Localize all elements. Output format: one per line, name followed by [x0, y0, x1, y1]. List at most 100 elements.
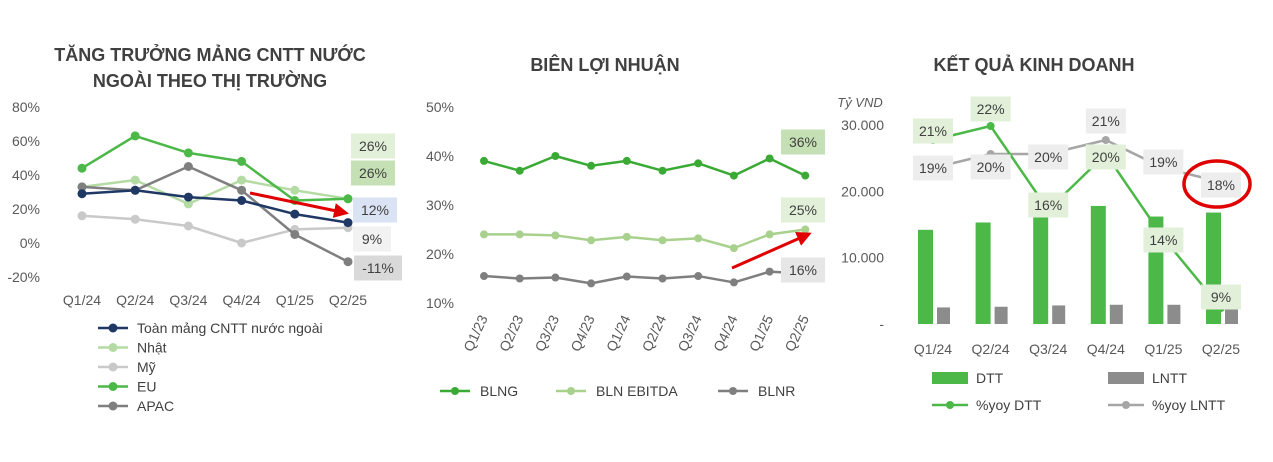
- chart1-legend-marker-1: [108, 343, 118, 352]
- chart1-legend-marker-0: [108, 323, 118, 333]
- chart1-point: [77, 182, 87, 192]
- chart1-end-label-0: 12%: [353, 197, 397, 223]
- chart2-end-label-1-box: [781, 197, 825, 223]
- chart1-point: [183, 148, 193, 158]
- chart3-bar-lntt: [994, 306, 1008, 324]
- chart2-end-label-1-text: 25%: [789, 202, 817, 218]
- chart2-end-label-0-text: 36%: [789, 134, 817, 150]
- chart2-point: [587, 236, 596, 245]
- chart3-highlight-circle: [1182, 159, 1252, 209]
- chart1-point: [290, 230, 300, 239]
- chart3-lntt-label-3: 21%: [1085, 108, 1126, 134]
- chart3-lntt-label-4-box: [1143, 149, 1184, 175]
- chart1-end-label-2-box: [353, 226, 391, 252]
- chart2-point: [729, 278, 738, 287]
- chart1-point: [237, 156, 247, 166]
- chart1-point: [290, 209, 300, 219]
- chart2-trend-arrow: [731, 231, 812, 270]
- chart1-end-label-3: 26%: [351, 160, 395, 186]
- chart1-end-label-2-text: 9%: [362, 231, 382, 247]
- chart2-series-line-1: [484, 228, 806, 250]
- chart1-point: [183, 221, 193, 231]
- chart1-legend-marker-4: [108, 401, 118, 411]
- chart3-legend-label-0: DTT: [976, 370, 1004, 386]
- chart1-xtick: Q2/24: [116, 292, 154, 308]
- chart3-legend-marker-2: [946, 401, 954, 409]
- chart3-lntt-label-4: 19%: [1143, 149, 1184, 175]
- chart2-point: [551, 152, 560, 160]
- chart1-end-label-0-text: 12%: [361, 202, 389, 218]
- chart1-legend-label-4: APAC: [137, 398, 174, 414]
- chart1-point: [237, 185, 247, 195]
- chart2-point: [765, 230, 774, 239]
- chart3-xtick: Q1/25: [1144, 341, 1182, 357]
- chart1-ytick: 40%: [12, 167, 40, 183]
- chart2-point: [622, 272, 631, 281]
- chart1-end-label-3-box: [351, 160, 395, 186]
- chart1-xtick: Q1/25: [276, 292, 314, 308]
- chart3-dtt-label-2-text: 16%: [1034, 197, 1062, 213]
- chart2-ytick: 40%: [426, 148, 454, 164]
- chart3-dtt-label-4: 14%: [1143, 227, 1184, 253]
- chart3-legend-swatch-1: [1108, 372, 1144, 384]
- chart2-legend-label-1: BLN EBITDA: [596, 383, 678, 399]
- chart1-point: [130, 214, 140, 224]
- chart3-lntt-label-1-box: [970, 154, 1011, 180]
- chart2-xtick: Q2/25: [781, 312, 812, 354]
- chart2-point: [658, 274, 667, 283]
- chart1-end-label-4-text: -11%: [362, 260, 394, 276]
- chart1-end-label-4-box: [354, 255, 402, 281]
- chart2-xtick: Q1/25: [746, 312, 777, 354]
- chart1-ytick: 0%: [20, 235, 40, 251]
- chart3-dtt-label-1: 22%: [970, 96, 1011, 122]
- chart1-point: [343, 194, 353, 204]
- chart2-point: [622, 156, 631, 165]
- chart1-end-label-1-box: [351, 133, 395, 159]
- chart3-unit-label: Tỷ VND: [837, 95, 883, 110]
- chart1-point: [237, 175, 247, 185]
- chart1-point: [183, 192, 193, 202]
- chart3-bar-lntt: [1109, 304, 1123, 324]
- chart3-dtt-label-0-text: 21%: [919, 123, 947, 139]
- chart1-trend-arrow: [249, 191, 349, 218]
- chart2-end-label-2-box: [781, 257, 825, 283]
- chart2-point: [694, 272, 703, 281]
- chart1-title-line1: TĂNG TRƯỞNG MẢNG CNTT NƯỚC: [54, 44, 366, 65]
- chart3-lntt-label-3-text: 21%: [1092, 113, 1120, 129]
- chart1-series-line-1: [81, 178, 349, 206]
- chart3-dtt-label-1-box: [970, 96, 1011, 122]
- chart2-xtick: Q2/23: [496, 312, 527, 354]
- chart1-xtick: Q2/25: [329, 292, 367, 308]
- chart2-ytick: 30%: [426, 197, 454, 213]
- chart1-legend-marker-2: [108, 362, 118, 372]
- chart3-point: [986, 122, 995, 130]
- chart2-end-label-1: 25%: [781, 197, 825, 223]
- chart3-lntt-label-4-text: 19%: [1149, 154, 1177, 170]
- chart3-lntt-label-5-text: 18%: [1207, 177, 1235, 193]
- chart2-point: [551, 273, 560, 282]
- chart3-dtt-label-5-box: [1201, 284, 1241, 310]
- chart1-xtick: Q3/24: [169, 292, 207, 308]
- chart2-legend-marker-2: [729, 387, 737, 395]
- chart3-lntt-label-2-text: 20%: [1034, 149, 1062, 165]
- chart2-xtick: Q2/24: [639, 312, 670, 354]
- chart2-ytick: 50%: [426, 99, 454, 115]
- chart-market-growth: TĂNG TRƯỞNG MẢNG CNTT NƯỚC NGOÀI THEO TH…: [7, 44, 402, 414]
- chart2-xtick: Q4/24: [710, 312, 741, 354]
- chart1-xtick: Q1/24: [63, 292, 101, 308]
- chart2-point: [480, 230, 488, 239]
- chart1-point: [130, 175, 140, 185]
- chart3-legend-swatch-0: [932, 372, 968, 384]
- chart2-title: BIÊN LỢI NHUẬN: [530, 54, 679, 75]
- chart1-legend-label-0: Toàn mảng CNTT nước ngoài: [137, 320, 323, 336]
- chart1-point: [130, 131, 140, 141]
- chart3-legend-marker-3: [1122, 401, 1130, 409]
- chart3-bar-dtt: [918, 229, 933, 324]
- chart3-dtt-label-0-box: [913, 118, 953, 144]
- chart3-lntt-label-0-text: 19%: [919, 160, 947, 176]
- chart3-dtt-label-4-text: 14%: [1149, 232, 1177, 248]
- chart1-end-label-3-text: 26%: [359, 165, 387, 181]
- chart2-point: [515, 274, 524, 283]
- chart3-lntt-label-5: 18%: [1201, 172, 1241, 198]
